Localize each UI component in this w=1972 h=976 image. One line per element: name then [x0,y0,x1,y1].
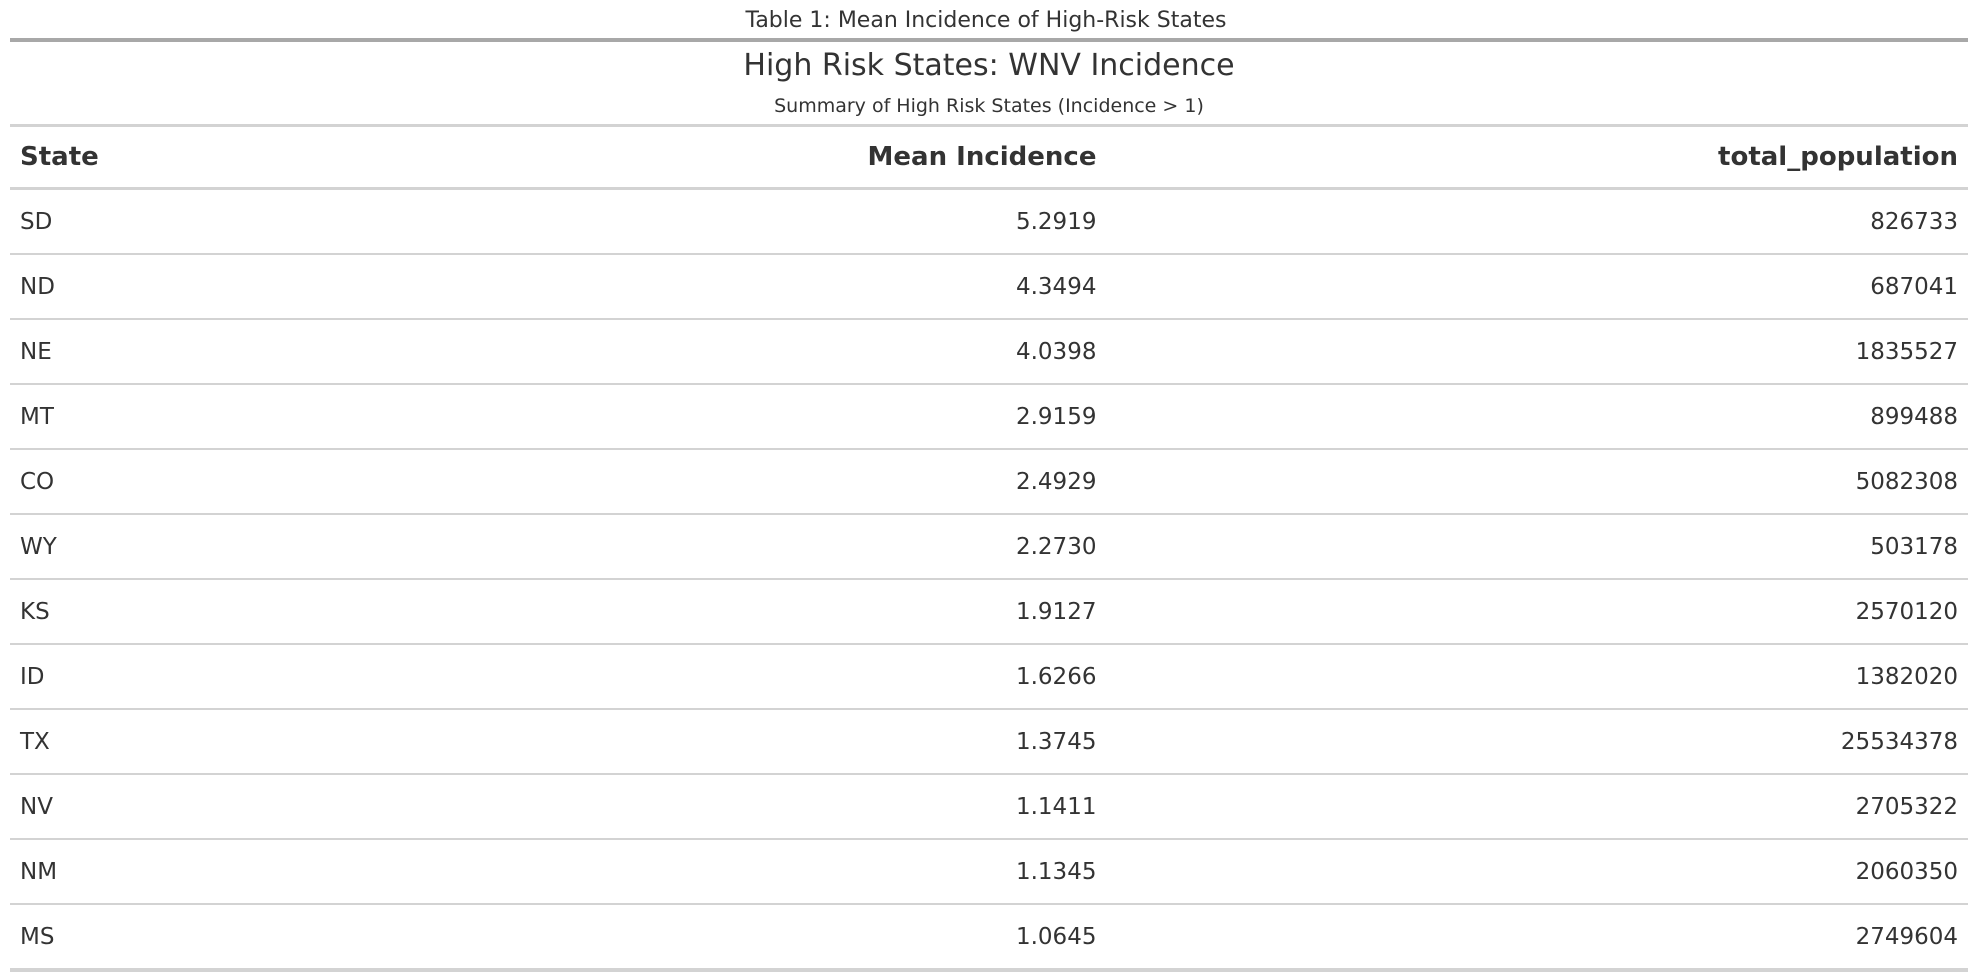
cell-mean-incidence: 4.3494 [714,254,1107,320]
table-row: NM 1.1345 2060350 [10,839,1968,905]
cell-total-population: 2749604 [1855,923,1958,950]
table-row: WY 2.2730 503178 [10,514,1968,580]
table-row: SD 5.2919 826733 [10,188,1968,255]
cell-total-population: 2570120 [1106,579,1968,645]
cell-total-population: 1382020 [1106,644,1968,710]
cell-total-population: 25534378 [1106,709,1968,775]
cell-total-population: 1835527 [1106,319,1968,385]
table-row: MS 1.0645 2749604 [10,904,1968,970]
summary-table: State Mean Incidence total_population SD… [10,124,1968,972]
cell-mean-incidence: 2.4929 [714,449,1107,515]
table-row: TX 1.3745 25534378 [10,709,1968,775]
cell-mean-incidence: 1.0645 [1015,923,1097,950]
cell-state: NV [10,774,715,840]
cell-state: WY [10,514,715,580]
table-title: High Risk States: WNV Incidence [743,48,1235,83]
table-subtitle: Summary of High Risk States (Incidence >… [774,95,1204,117]
cell-state: MT [10,384,715,450]
cell-state: ID [10,644,715,710]
column-header-state: State [10,125,715,190]
cell-mean-incidence: 1.6266 [714,644,1107,710]
cell-total-population: 5082308 [1106,449,1968,515]
cell-total-population: 2705322 [1106,774,1968,840]
cell-state: ND [10,254,715,320]
cell-mean-incidence: 1.1411 [714,774,1107,840]
table-body: SD 5.2919 826733 ND 4.3494 687041 NE 4.0… [10,188,1968,971]
summary-table-container: High Risk States: WNV Incidence Summary … [10,38,1968,972]
cell-mean-incidence: 4.0398 [714,319,1107,385]
cell-state: NE [10,319,715,385]
cell-mean-incidence: 2.9159 [714,384,1107,450]
column-header-total-population: total_population [1106,125,1968,190]
cell-state: TX [10,709,715,775]
cell-state: KS [10,579,715,645]
cell-mean-incidence: 2.2730 [714,514,1107,580]
top-rule [10,38,1968,42]
cell-mean-incidence: 5.2919 [714,188,1107,255]
table-row: MT 2.9159 899488 [10,384,1968,450]
cell-state: CO [10,449,715,515]
table-row: CO 2.4929 5082308 [10,449,1968,515]
cell-total-population: 2060350 [1106,839,1968,905]
cell-mean-incidence: 1.9127 [714,579,1107,645]
cell-total-population: 687041 [1106,254,1968,320]
cell-mean-incidence: 1.3745 [714,709,1107,775]
cell-state: MS [20,923,55,950]
column-header-mean-incidence: Mean Incidence [714,125,1107,190]
table-row: KS 1.9127 2570120 [10,579,1968,645]
header-row: State Mean Incidence total_population [10,125,1968,190]
table-row: NE 4.0398 1835527 [10,319,1968,385]
cell-state: SD [10,188,715,255]
table-row: NV 1.1411 2705322 [10,774,1968,840]
table-row: ND 4.3494 687041 [10,254,1968,320]
cell-state: NM [10,839,715,905]
table-caption: Table 1: Mean Incidence of High-Risk Sta… [745,8,1227,33]
cell-total-population: 826733 [1106,188,1968,255]
cell-total-population: 503178 [1106,514,1968,580]
table-row: ID 1.6266 1382020 [10,644,1968,710]
cell-total-population: 899488 [1106,384,1968,450]
cell-mean-incidence: 1.1345 [714,839,1107,905]
